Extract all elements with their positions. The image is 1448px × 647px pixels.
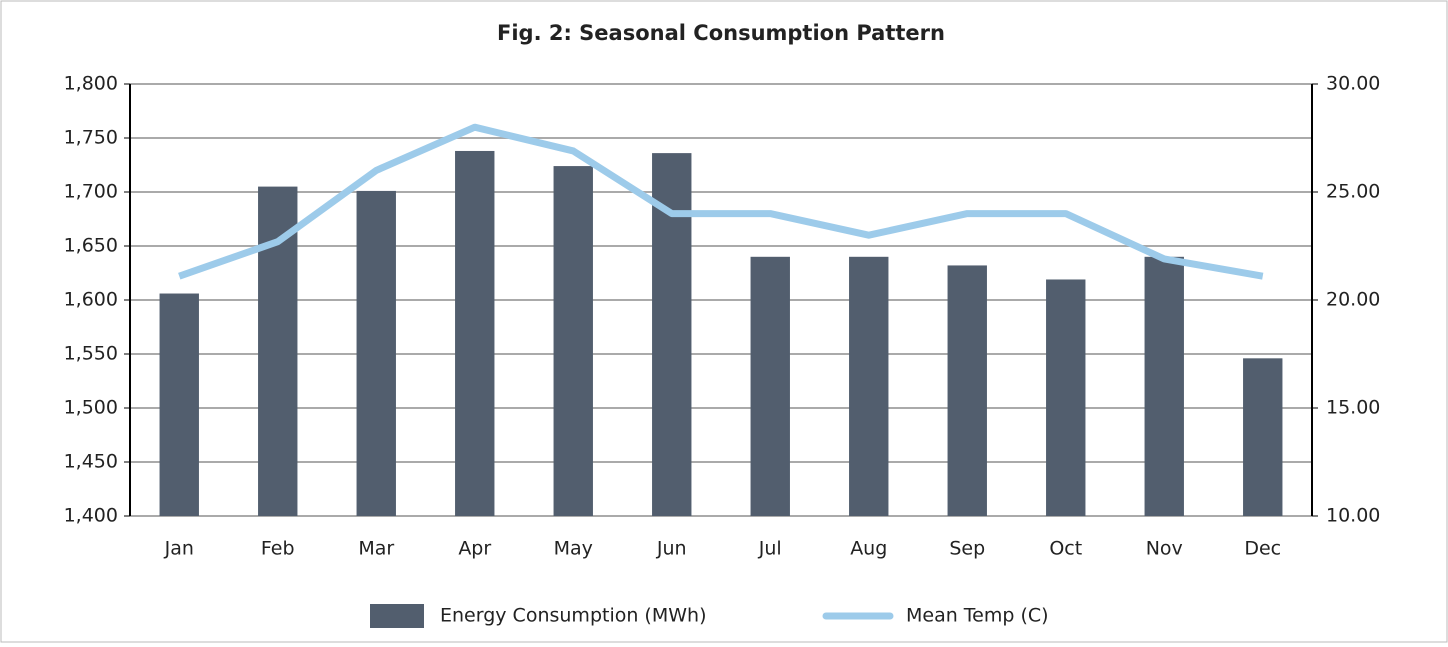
y2-tick-label: 15.00: [1326, 397, 1380, 419]
y-tick-label: 1,600: [64, 289, 118, 311]
y-tick-label: 1,700: [64, 181, 118, 203]
x-tick-label: Nov: [1146, 538, 1183, 560]
x-tick-label: Jan: [164, 538, 194, 560]
y-tick-label: 1,750: [64, 127, 118, 149]
legend-swatch: [370, 604, 424, 628]
y2-tick-label: 10.00: [1326, 505, 1380, 527]
bar: [947, 265, 987, 516]
y2-tick-label: 20.00: [1326, 289, 1380, 311]
bar: [356, 190, 396, 517]
y-tick-label: 1,550: [64, 343, 118, 365]
bar: [1243, 358, 1283, 516]
x-tick-label: Jun: [656, 538, 687, 560]
y-tick-label: 1,650: [64, 235, 118, 257]
x-tick-label: Aug: [850, 538, 887, 560]
x-tick-label: May: [554, 538, 593, 560]
legend-label: Energy Consumption (MWh): [440, 605, 706, 627]
x-tick-label: Apr: [458, 538, 491, 560]
bar: [1144, 256, 1184, 516]
bar: [750, 256, 790, 516]
x-tick-label: Jul: [758, 538, 782, 560]
x-tick-label: Dec: [1244, 538, 1281, 560]
bar: [849, 256, 889, 516]
y-tick-label: 1,400: [64, 505, 118, 527]
bar: [455, 150, 495, 516]
x-tick-label: Feb: [261, 538, 295, 560]
bar: [159, 293, 199, 516]
y-tick-label: 1,800: [64, 73, 118, 95]
y2-tick-label: 30.00: [1326, 73, 1380, 95]
bar: [553, 166, 593, 516]
x-tick-label: Mar: [358, 538, 394, 560]
line: [178, 123, 1264, 280]
x-tick-label: Sep: [949, 538, 985, 560]
legend-label: Mean Temp (C): [906, 605, 1049, 627]
y-tick-label: 1,500: [64, 397, 118, 419]
x-tick-label: Oct: [1049, 538, 1082, 560]
y-tick-label: 1,450: [64, 451, 118, 473]
bar: [1046, 279, 1086, 516]
y2-tick-label: 25.00: [1326, 181, 1380, 203]
chart-title: Fig. 2: Seasonal Consumption Pattern: [497, 21, 945, 45]
